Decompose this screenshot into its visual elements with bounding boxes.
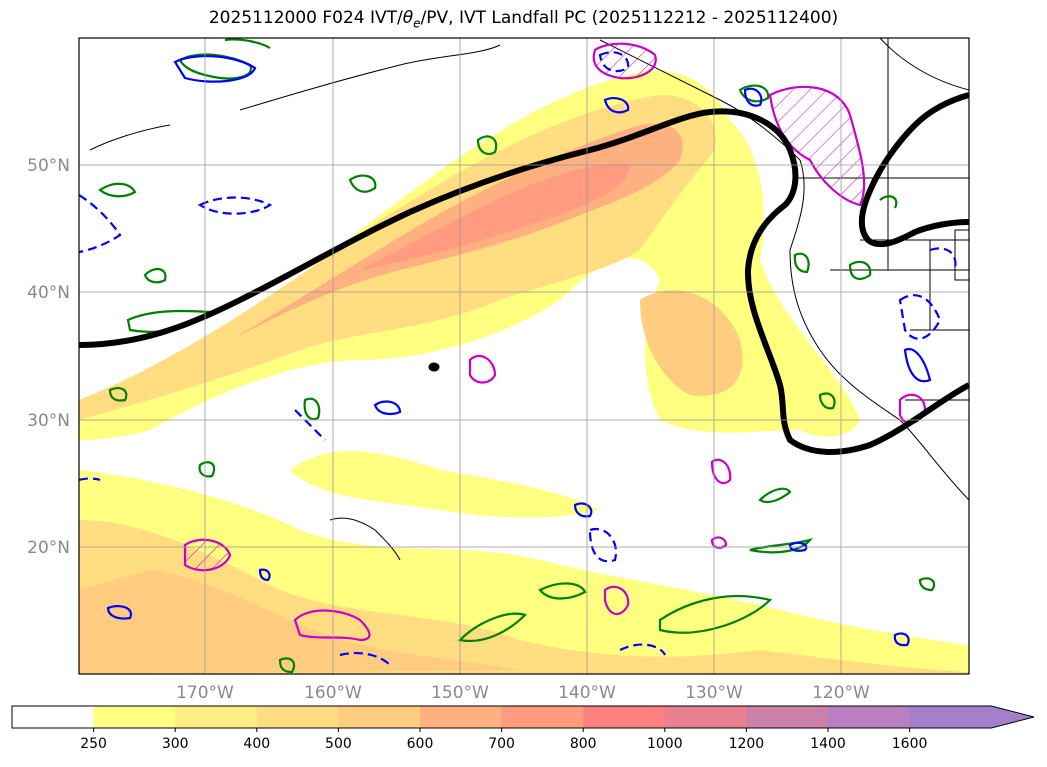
colorbar-tick-label: 300 [162,736,189,752]
colorbar-tick-label: 500 [325,736,352,752]
colorbar-segment [501,706,584,728]
colorbar-tick-label: 1000 [647,736,683,752]
longitude-labels: 170°W 160°W 150°W 140°W 130°W 120°W [176,683,870,703]
colorbar-tick-label: 1400 [810,736,846,752]
colorbar-extend-arrow [909,706,1034,728]
colorbar-segment [12,706,95,728]
lat-label-20n: 20°N [27,538,70,558]
latitude-labels: 50°N 40°N 30°N 20°N [27,156,70,558]
colorbar-tick-label: 600 [407,736,434,752]
lon-label-130w: 130°W [685,683,743,703]
colorbar-tick-label: 250 [80,736,107,752]
pv-positive-contours [98,38,936,674]
colorbar-tick-label: 800 [570,736,597,752]
chart-title: 2025112000 F024 IVT/θe/PV, IVT Landfall … [208,8,839,31]
colorbar-tick-label: 1600 [892,736,928,752]
colorbar: 250 300 400 500 600 700 800 1000 1200 1400 1600 [11,705,1035,752]
lon-label-150w: 150°W [431,683,489,703]
graticule [79,38,969,674]
map-plot-area [79,38,969,674]
colorbar-tick-label: 700 [488,736,515,752]
pv-negative-contours [79,51,957,666]
colorbar-segment [175,706,258,728]
ivt-shading [79,70,969,674]
lon-label-140w: 140°W [558,683,616,703]
lon-label-160w: 160°W [304,683,362,703]
colorbar-outline [11,705,1035,729]
colorbar-segment [93,706,176,728]
colorbar-segment [746,706,829,728]
landfall-pc-contour [79,92,969,455]
colorbar-segment [664,706,747,728]
colorbar-segment [420,706,503,728]
lat-label-50n: 50°N [27,156,70,176]
colorbar-segment [828,706,911,728]
colorbar-segment [256,706,339,728]
lat-label-30n: 30°N [27,411,70,431]
colorbar-tick-label: 1200 [729,736,765,752]
lon-label-120w: 120°W [812,683,870,703]
colorbar-tick-label: 400 [243,736,270,752]
colorbar-segment [338,706,421,728]
lon-label-170w: 170°W [176,683,234,703]
colorbar-segment [583,706,666,728]
map-frame [78,37,970,675]
lat-label-40n: 40°N [27,283,70,303]
